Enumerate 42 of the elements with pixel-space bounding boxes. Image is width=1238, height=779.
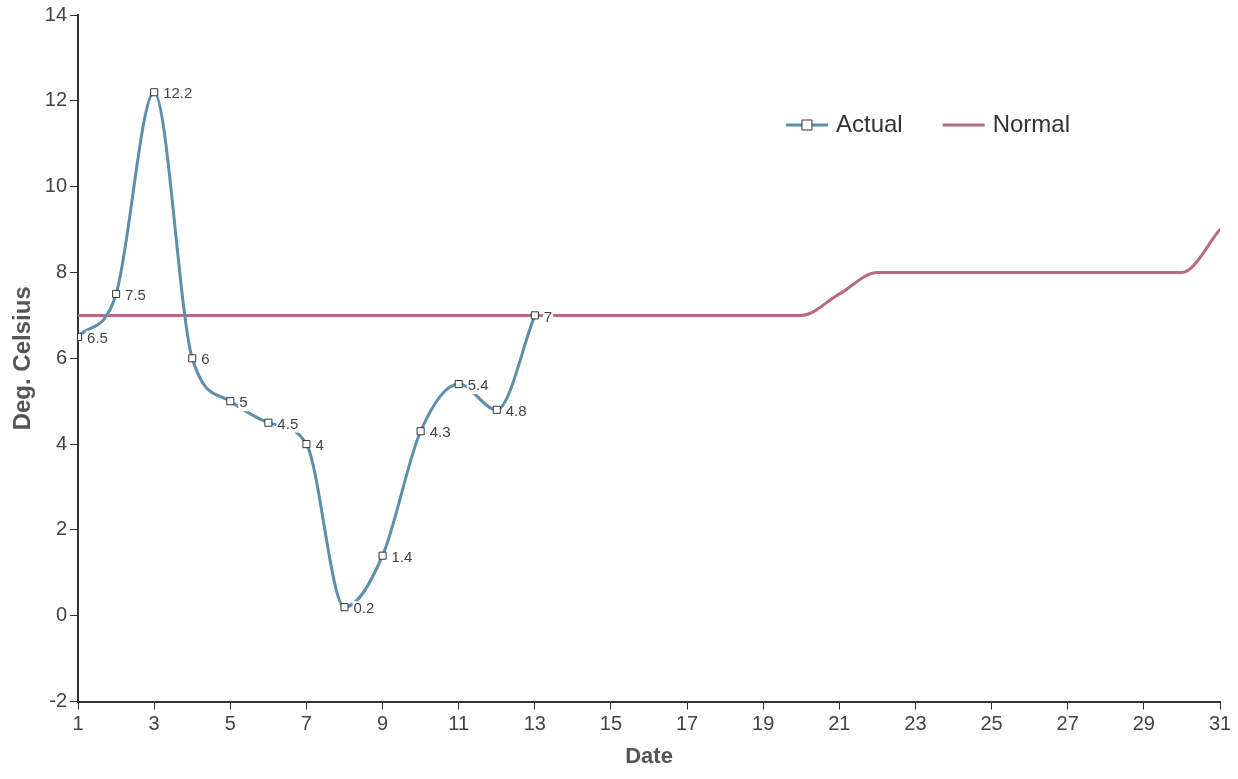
x-tick-label: 17: [675, 712, 699, 735]
x-tick-label: 3: [148, 712, 160, 735]
x-tick-label: 25: [980, 712, 1003, 735]
x-axis-title: Date: [625, 742, 673, 768]
data-label: 7.5: [125, 286, 146, 304]
data-label: 5.4: [467, 376, 489, 394]
x-tick-label: 27: [1056, 712, 1079, 735]
x-tick-label: 13: [523, 712, 546, 735]
x-tick-label: 9: [377, 712, 389, 735]
data-label: 6: [201, 350, 210, 368]
data-label: 4.8: [505, 401, 527, 419]
x-tick-label: 29: [1132, 712, 1155, 735]
x-tick-label: 1: [72, 712, 84, 735]
data-label: 6.5: [87, 328, 108, 346]
data-label: 1.4: [391, 547, 413, 565]
y-tick-label: 2: [55, 517, 68, 540]
data-label: 4: [315, 436, 324, 454]
y-tick-label: 0: [55, 603, 68, 626]
y-tick-label: 12: [44, 88, 68, 111]
y-tick-label: 10: [44, 174, 68, 197]
y-tick-label: 6: [55, 345, 68, 368]
x-tick-label: 31: [1208, 712, 1232, 735]
x-tick-label: 7: [300, 712, 312, 735]
x-tick-label: 23: [904, 712, 927, 735]
x-tick-label: 19: [752, 712, 775, 735]
x-tick-label: 15: [599, 712, 623, 735]
y-tick-label: -2: [49, 689, 68, 712]
data-label: 4.5: [277, 414, 299, 432]
data-label: 4.3: [429, 423, 451, 441]
data-label: 0.2: [353, 599, 375, 617]
y-tick-label: 14: [44, 2, 68, 25]
data-label: 5: [239, 393, 248, 411]
x-tick-label: 5: [224, 712, 236, 735]
data-label: 12.2: [163, 84, 193, 102]
y-tick-label: 4: [55, 431, 68, 454]
data-label: 7: [543, 307, 553, 325]
x-tick-label: 21: [828, 712, 851, 735]
y-axis-title: Deg. Celsius: [8, 286, 36, 431]
legend-label: Actual: [835, 109, 903, 137]
y-tick-label: 8: [55, 259, 68, 282]
legend-label: Normal: [992, 109, 1070, 137]
x-tick-label: 11: [448, 712, 470, 735]
